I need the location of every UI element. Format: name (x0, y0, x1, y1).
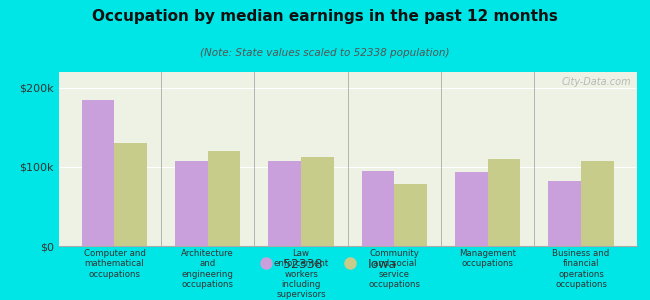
Text: City-Data.com: City-Data.com (562, 77, 631, 87)
Bar (175, 161, 208, 246)
Bar (488, 159, 521, 246)
Bar (301, 157, 333, 246)
Bar (455, 172, 488, 246)
Bar (208, 151, 240, 246)
Text: (Note: State values scaled to 52338 population): (Note: State values scaled to 52338 popu… (200, 48, 450, 58)
Bar (268, 161, 301, 246)
Bar (581, 160, 614, 246)
Bar (362, 171, 395, 246)
Bar (549, 181, 581, 246)
Bar (82, 100, 114, 246)
Bar (114, 143, 147, 246)
Legend: 52338, Iowa: 52338, Iowa (248, 253, 402, 276)
Text: Occupation by median earnings in the past 12 months: Occupation by median earnings in the pas… (92, 9, 558, 24)
Bar (395, 184, 427, 246)
